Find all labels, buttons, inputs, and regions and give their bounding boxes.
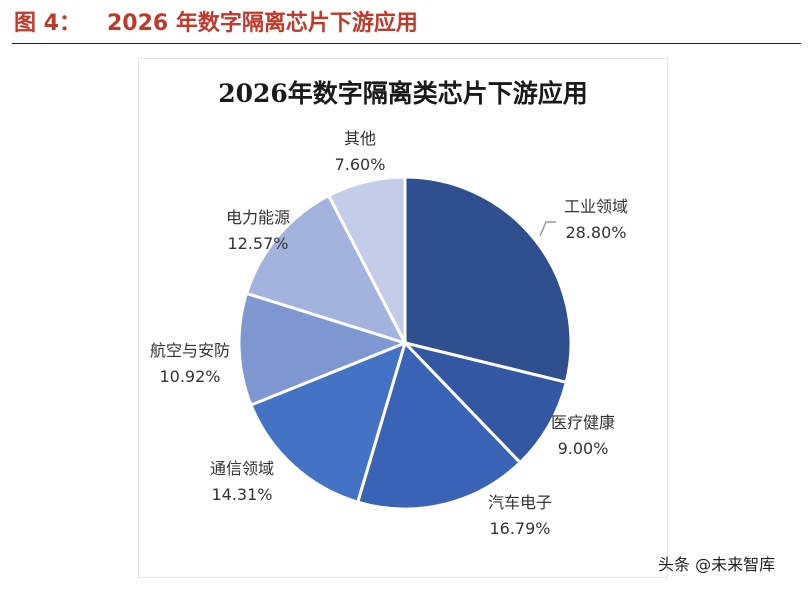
slice-label-7: 其他 bbox=[344, 129, 376, 148]
slice-value-4: 14.31% bbox=[211, 485, 272, 504]
slice-label-6: 电力能源 bbox=[226, 208, 290, 227]
pie-slice-1 bbox=[403, 175, 573, 385]
pie-slice-7 bbox=[326, 175, 407, 344]
pie-slice-2 bbox=[400, 340, 569, 465]
pie-labels: 工业领域 28.80% 医疗健康 9.00% 汽车电子 16.79% 通信领域 14.31% 航… bbox=[150, 129, 628, 538]
label-leader-lines bbox=[539, 221, 556, 237]
figure-header: 图 4： 2026 年数字隔离芯片下游应用 bbox=[14, 2, 418, 40]
slice-label-1: 工业领域 bbox=[564, 197, 628, 216]
slice-value-1: 28.80% bbox=[565, 223, 626, 242]
slice-label-2: 医疗健康 bbox=[551, 413, 615, 432]
header-divider bbox=[12, 43, 801, 44]
chart-title: 2026年数字隔离类芯片下游应用 bbox=[218, 79, 588, 108]
watermark: 头条 @未来智库 bbox=[658, 555, 776, 574]
pie-slices bbox=[237, 175, 573, 511]
chart-frame bbox=[138, 58, 668, 578]
pie-slice-4 bbox=[249, 340, 408, 504]
pie-slice-6 bbox=[244, 193, 408, 346]
leader-line-1 bbox=[539, 221, 556, 237]
figure-title: 2026 年数字隔离芯片下游应用 bbox=[106, 11, 418, 36]
pie-slice-3 bbox=[355, 340, 523, 511]
slice-label-5: 航空与安防 bbox=[150, 341, 230, 360]
slice-label-4: 通信领域 bbox=[210, 459, 274, 478]
pie-slice-5 bbox=[237, 291, 410, 407]
slice-value-5: 10.92% bbox=[159, 367, 220, 386]
slice-value-7: 7.60% bbox=[335, 155, 386, 174]
figure-label: 图 4： bbox=[14, 11, 81, 36]
slice-value-2: 9.00% bbox=[558, 439, 609, 458]
slice-value-6: 12.57% bbox=[227, 234, 288, 253]
slice-value-3: 16.79% bbox=[489, 519, 550, 538]
slice-label-3: 汽车电子 bbox=[488, 493, 552, 512]
